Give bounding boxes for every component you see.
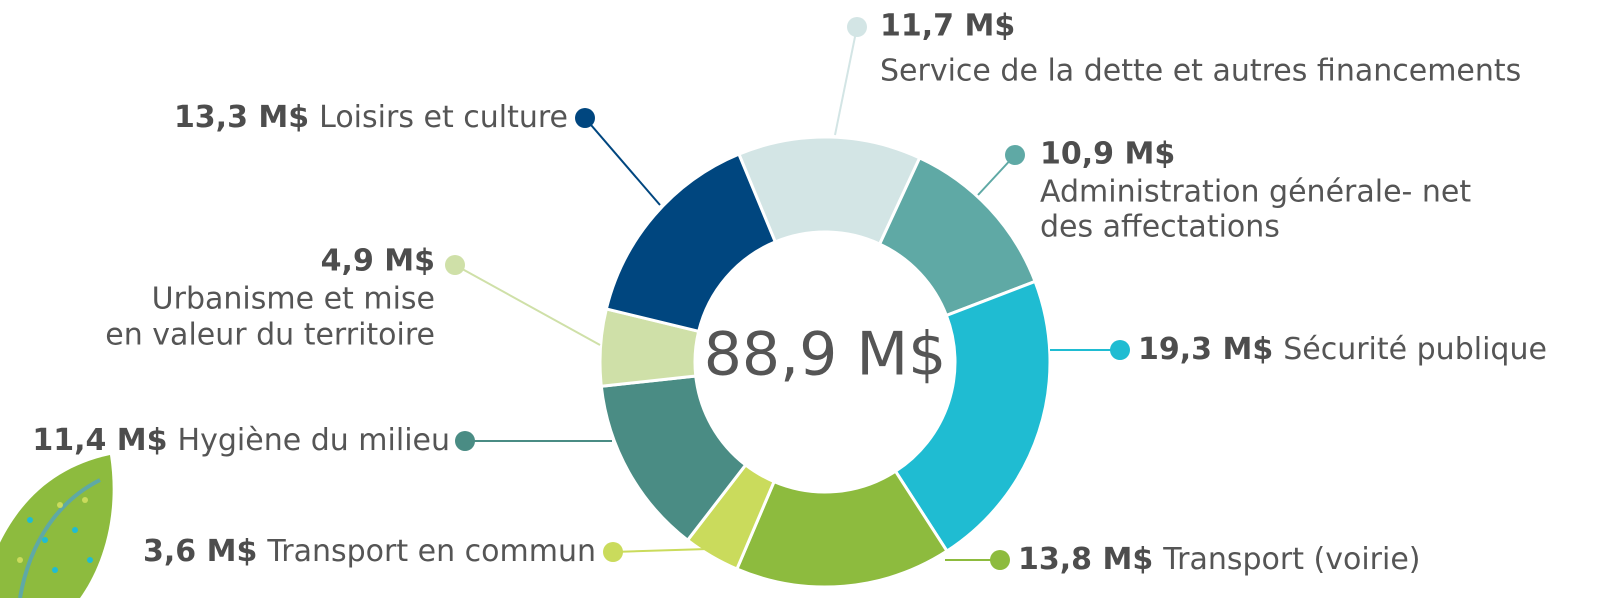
value-label: 13,3 M$ [174, 100, 309, 135]
value-label: 4,9 M$ [321, 244, 435, 279]
legend-dot [990, 550, 1010, 570]
leader-line [584, 117, 661, 206]
leader-line [612, 547, 741, 553]
legend-dot [847, 17, 867, 37]
segment-label: 13,3 M$ Loisirs et culture [174, 100, 568, 135]
legend-dot [1005, 145, 1025, 165]
donut-segment [893, 279, 1052, 554]
value-label: 10,9 M$ [1040, 137, 1175, 172]
category-label: Loisirs et culture [319, 100, 568, 135]
value-label: 11,4 M$ [32, 423, 167, 458]
category-label: Sécurité publique [1283, 332, 1547, 367]
donut-segment [604, 152, 778, 334]
legend-dot [445, 255, 465, 275]
leaf-decoration [0, 455, 113, 598]
legend-dot [455, 431, 475, 451]
category-label: Service de la dette et autres financemen… [880, 54, 1521, 89]
leader-line [834, 26, 858, 136]
category-label: Hygiène du milieu [178, 423, 450, 458]
donut [598, 135, 1052, 589]
value-label: 13,8 M$ [1018, 542, 1153, 577]
category-label: des affectations [1040, 210, 1280, 245]
legend-dot [1110, 340, 1130, 360]
category-label: en valeur du territoire [105, 318, 435, 353]
value-label: 3,6 M$ [143, 534, 257, 569]
segment-label: 19,3 M$ Sécurité publique [1138, 332, 1547, 367]
segment-label: 3,6 M$ Transport en commun [143, 534, 596, 569]
category-label: Urbanisme et mise [152, 282, 435, 317]
category-label: Administration générale- net [1040, 175, 1471, 210]
legend-dot [603, 542, 623, 562]
legend-dot [575, 108, 595, 128]
category-label: Transport en commun [266, 534, 596, 569]
category-label: Transport (voirie) [1162, 542, 1420, 577]
value-label: 19,3 M$ [1138, 332, 1273, 367]
segment-label: 11,4 M$ Hygiène du milieu [32, 423, 450, 458]
value-label: 11,7 M$ [880, 9, 1015, 44]
segment-label: 13,8 M$ Transport (voirie) [1018, 542, 1421, 577]
center-total: 88,9 M$ [704, 320, 947, 390]
leader-line [454, 264, 601, 346]
